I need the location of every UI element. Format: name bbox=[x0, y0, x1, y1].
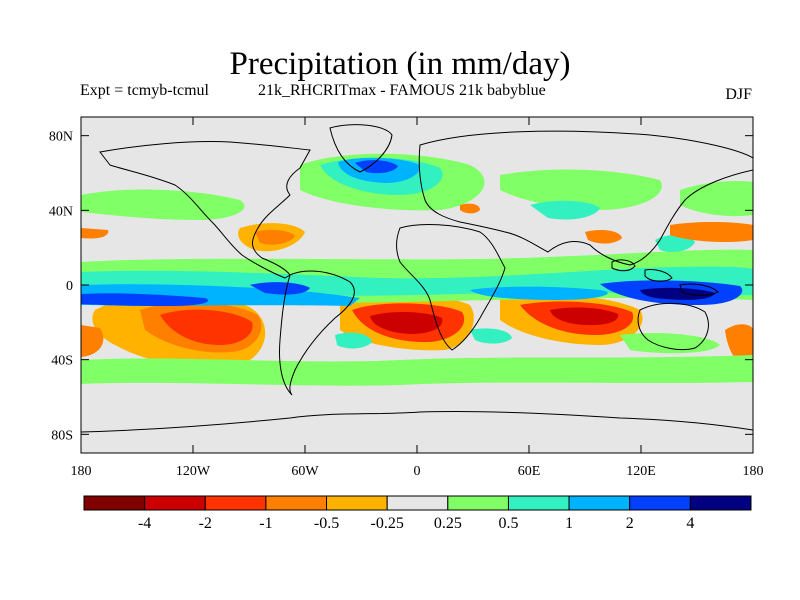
dry-patch-southwest bbox=[81, 325, 104, 357]
wet-europe-asia bbox=[500, 169, 662, 210]
colorbar-label: -2 bbox=[199, 515, 212, 532]
wet-south-indian-patch bbox=[470, 328, 512, 344]
plot-title: Precipitation (in mm/day) bbox=[229, 46, 571, 82]
colorbar-box bbox=[568, 495, 631, 511]
wet-southern-ocean bbox=[81, 355, 753, 386]
lon-tick-label: 180 bbox=[743, 464, 764, 479]
wet-core-atlantic bbox=[250, 282, 310, 295]
coastline-antarctica bbox=[81, 410, 753, 433]
wet-asian-coast bbox=[655, 234, 695, 252]
colorbar-box bbox=[265, 495, 328, 511]
wet-core-indian bbox=[470, 286, 608, 300]
colorbar-box bbox=[204, 495, 267, 511]
lon-tick-label: 120W bbox=[176, 464, 211, 479]
colorbar-box bbox=[326, 495, 388, 511]
colorbar-box bbox=[507, 495, 570, 511]
experiment-label: Expt = tcmyb-tcmul bbox=[80, 82, 209, 99]
colorbar: -4 -2 -1 -0.5 -0.25 0.25 0.5 1 2 4 bbox=[83, 495, 752, 532]
colorbar-box bbox=[144, 495, 206, 511]
colorbar-box bbox=[629, 495, 691, 511]
coastline-greenland bbox=[329, 124, 393, 173]
colorbar-label: -0.5 bbox=[314, 515, 339, 532]
dry-caribbean-core bbox=[255, 229, 295, 245]
wet-core-west-pacific-inner bbox=[640, 287, 715, 300]
colorbar-label: 4 bbox=[686, 515, 694, 532]
colorbar-label: -1 bbox=[259, 515, 272, 532]
latitude-axis: 80N 40N 0 40S 80S bbox=[49, 130, 753, 443]
coastlines bbox=[81, 124, 753, 433]
colorbar-label: 2 bbox=[626, 515, 634, 532]
lon-tick-label: 0 bbox=[414, 464, 421, 479]
dry-china bbox=[585, 230, 622, 244]
wet-core-east-pacific bbox=[81, 293, 209, 306]
colorbar-label: -0.25 bbox=[371, 515, 404, 532]
coastline-australia bbox=[637, 302, 709, 351]
wet-central-asia bbox=[530, 200, 600, 220]
colorbar-label: 0.5 bbox=[498, 515, 518, 532]
lon-tick-label: 120E bbox=[626, 464, 656, 479]
colorbar-label: 0.25 bbox=[434, 515, 462, 532]
colorbar-label: -4 bbox=[138, 515, 151, 532]
lon-tick-label: 180 bbox=[71, 464, 92, 479]
dry-north-pacific-west bbox=[81, 228, 109, 239]
dry-band-south-atlantic-core bbox=[370, 311, 443, 334]
colorbar-box bbox=[83, 495, 146, 511]
lat-tick-label: 80N bbox=[49, 130, 73, 145]
experiment-description: 21k_RHCRITmax - FAMOUS 21k babyblue bbox=[258, 82, 546, 99]
coastline-south-america bbox=[279, 270, 355, 396]
wet-north-atlantic-core bbox=[355, 160, 398, 174]
coastline-eurasia bbox=[418, 130, 753, 266]
coastline-north-america bbox=[99, 141, 311, 279]
lat-tick-label: 40N bbox=[49, 204, 73, 219]
dry-europe bbox=[460, 203, 480, 214]
season-label: DJF bbox=[725, 86, 752, 103]
longitude-axis: 180 120W 60W 0 60E 120E 180 bbox=[71, 117, 764, 479]
wet-south-atlantic-patch bbox=[335, 332, 372, 349]
precipitation-field bbox=[81, 153, 753, 386]
dry-north-pacific-east bbox=[670, 221, 753, 243]
lat-tick-label: 40S bbox=[51, 354, 73, 369]
lon-tick-label: 60W bbox=[291, 464, 319, 479]
lat-tick-label: 80S bbox=[51, 428, 73, 443]
dry-band-indian-core bbox=[550, 307, 619, 326]
lon-tick-label: 60E bbox=[518, 464, 541, 479]
coastline-africa bbox=[396, 224, 506, 351]
colorbar-box bbox=[689, 495, 752, 511]
coastline-maritime-continent bbox=[611, 259, 719, 296]
lat-tick-label: 0 bbox=[66, 279, 73, 294]
colorbar-box bbox=[386, 495, 449, 511]
colorbar-label: 1 bbox=[565, 515, 573, 532]
dry-band-south-pacific-core bbox=[160, 309, 253, 345]
colorbar-box bbox=[447, 495, 509, 511]
